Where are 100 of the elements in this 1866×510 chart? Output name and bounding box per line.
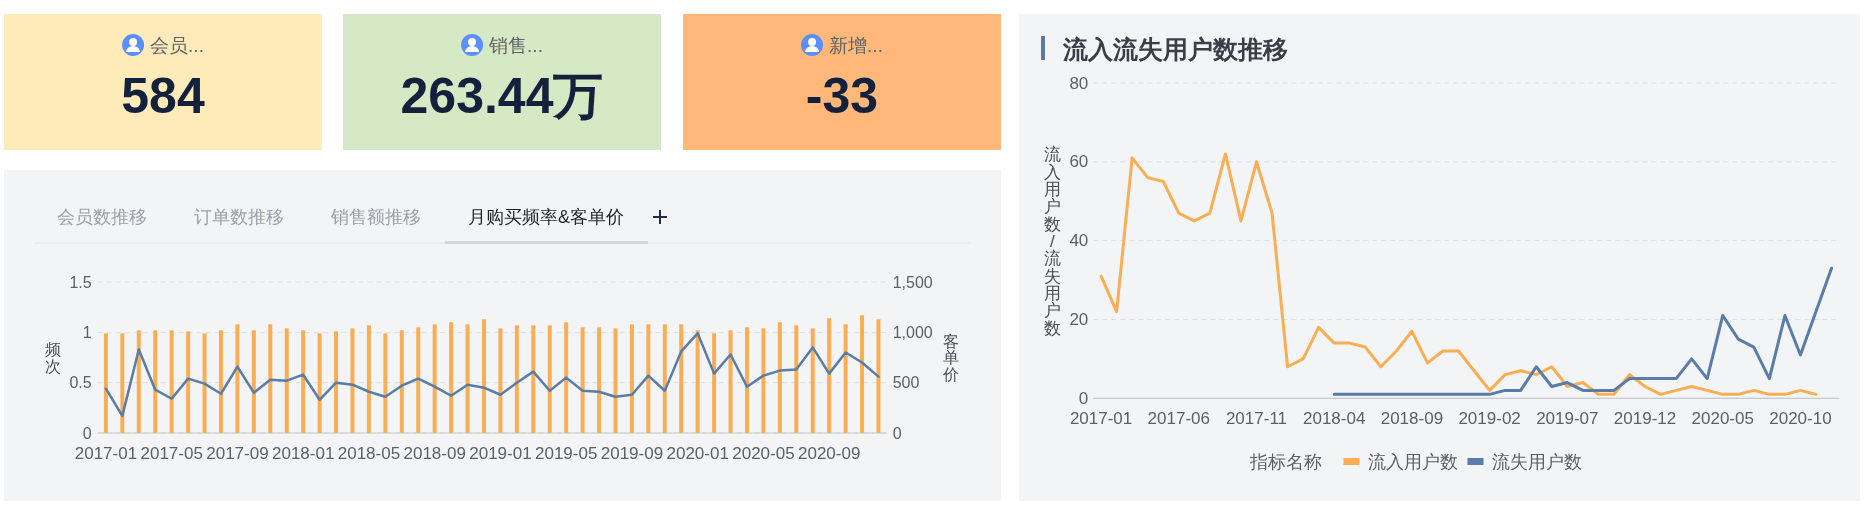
bar [268, 324, 273, 433]
bar [251, 330, 256, 433]
text: 会员... [150, 35, 204, 56]
x-tick-label: 2020-01 [666, 444, 729, 463]
y-axis-title: 频次 [44, 341, 61, 375]
x-tick-label: 2019-02 [1458, 409, 1521, 429]
bar [531, 325, 536, 433]
bar [646, 324, 651, 433]
bar [186, 331, 191, 433]
bar [169, 330, 174, 433]
y-tick-label: 0 [82, 424, 92, 442]
legend-title: 指标名称 [1248, 452, 1322, 472]
y-tick-label: 0 [1078, 388, 1089, 408]
y-tick-label: 1 [82, 323, 92, 341]
x-tick-label: 2019-07 [1536, 409, 1599, 429]
bar [383, 333, 388, 433]
chart-title: 月购买频率&客单价 [468, 207, 625, 227]
bar [712, 333, 717, 433]
y-tick-label: 60 [1069, 152, 1089, 172]
text: 新增... [829, 35, 883, 56]
bar [679, 324, 684, 433]
bar [350, 328, 355, 433]
x-tick-label: 2020-10 [1769, 409, 1832, 429]
x-tick-label: 2019-12 [1613, 409, 1677, 429]
chart-title: 流入流失用户数推移 [1062, 35, 1288, 63]
x-tick-label: 2019-01 [469, 444, 532, 463]
bar [695, 330, 700, 433]
x-tick-label: 2018-09 [1380, 409, 1444, 429]
bar [284, 328, 289, 433]
text: 263.44万 [400, 68, 604, 124]
bar [597, 327, 602, 433]
y2-tick-label: 1,500 [892, 273, 933, 291]
bar [860, 315, 865, 433]
x-tick-label: 2020-05 [1691, 409, 1754, 429]
bar [843, 324, 848, 433]
text: 584 [121, 68, 205, 124]
x-tick-label: 2017-09 [206, 444, 269, 463]
bar [136, 330, 141, 433]
y2-tick-label: 0 [892, 424, 902, 442]
bar [794, 325, 799, 433]
bar [399, 330, 404, 433]
bar [728, 330, 733, 433]
y-tick-label: 80 [1069, 73, 1089, 93]
bar [432, 324, 437, 433]
bar [103, 333, 108, 433]
bar [301, 330, 306, 433]
bar [629, 324, 634, 433]
x-tick-label: 2017-01 [74, 444, 138, 463]
y2-tick-label: 500 [892, 374, 920, 392]
bar [744, 327, 749, 433]
x-tick-label: 2017-06 [1147, 409, 1210, 429]
x-tick-label: 2019-05 [534, 444, 598, 463]
bar [810, 328, 815, 433]
y-tick-label: 1.5 [69, 273, 92, 291]
bar [827, 318, 832, 433]
bar [317, 333, 322, 433]
legend-label: 流入用户数 [1367, 452, 1458, 472]
text: 流入用户数/流失用户数 [1043, 145, 1061, 338]
x-tick-label: 2020-09 [797, 444, 861, 463]
y-tick-label: 20 [1069, 309, 1089, 329]
bar [481, 319, 486, 433]
bar [547, 325, 552, 433]
bar [366, 325, 371, 433]
bar [777, 322, 782, 433]
bar [218, 330, 223, 433]
text: 销售额推移 [330, 207, 421, 227]
legend-label: 流失用户数 [1491, 452, 1582, 472]
bar [416, 327, 421, 433]
bar [876, 319, 881, 433]
x-tick-label: 2017-11 [1225, 409, 1288, 429]
y-tick-label: 40 [1069, 231, 1089, 251]
x-tick-label: 2019-09 [600, 444, 664, 463]
bar [235, 324, 240, 433]
text: 销售... [488, 35, 543, 56]
bar [465, 324, 470, 433]
x-tick-label: 2017-01 [1069, 409, 1133, 429]
bar [662, 324, 667, 433]
bar [498, 328, 503, 433]
text: -33 [805, 68, 879, 124]
bar [153, 330, 158, 433]
text: 会员数推移 [57, 207, 147, 227]
bar [120, 333, 125, 433]
y-tick-label: 0.5 [69, 374, 92, 392]
bar [202, 333, 207, 433]
x-tick-label: 2018-09 [403, 444, 466, 463]
x-tick-label: 2020-05 [732, 444, 795, 463]
bar [613, 328, 618, 433]
y2-axis-title: 客单价 [941, 333, 959, 383]
bar [514, 325, 519, 433]
bar [564, 322, 569, 433]
bar [334, 331, 339, 433]
text: 订单数推移 [194, 207, 284, 227]
x-tick-label: 2017-05 [140, 444, 203, 463]
bar [761, 328, 766, 433]
x-tick-label: 2018-01 [271, 444, 335, 463]
bar [580, 327, 585, 433]
line-series [1332, 266, 1834, 396]
x-tick-label: 2018-04 [1303, 409, 1366, 429]
line-series [104, 332, 880, 418]
y2-tick-label: 1,000 [892, 323, 933, 341]
